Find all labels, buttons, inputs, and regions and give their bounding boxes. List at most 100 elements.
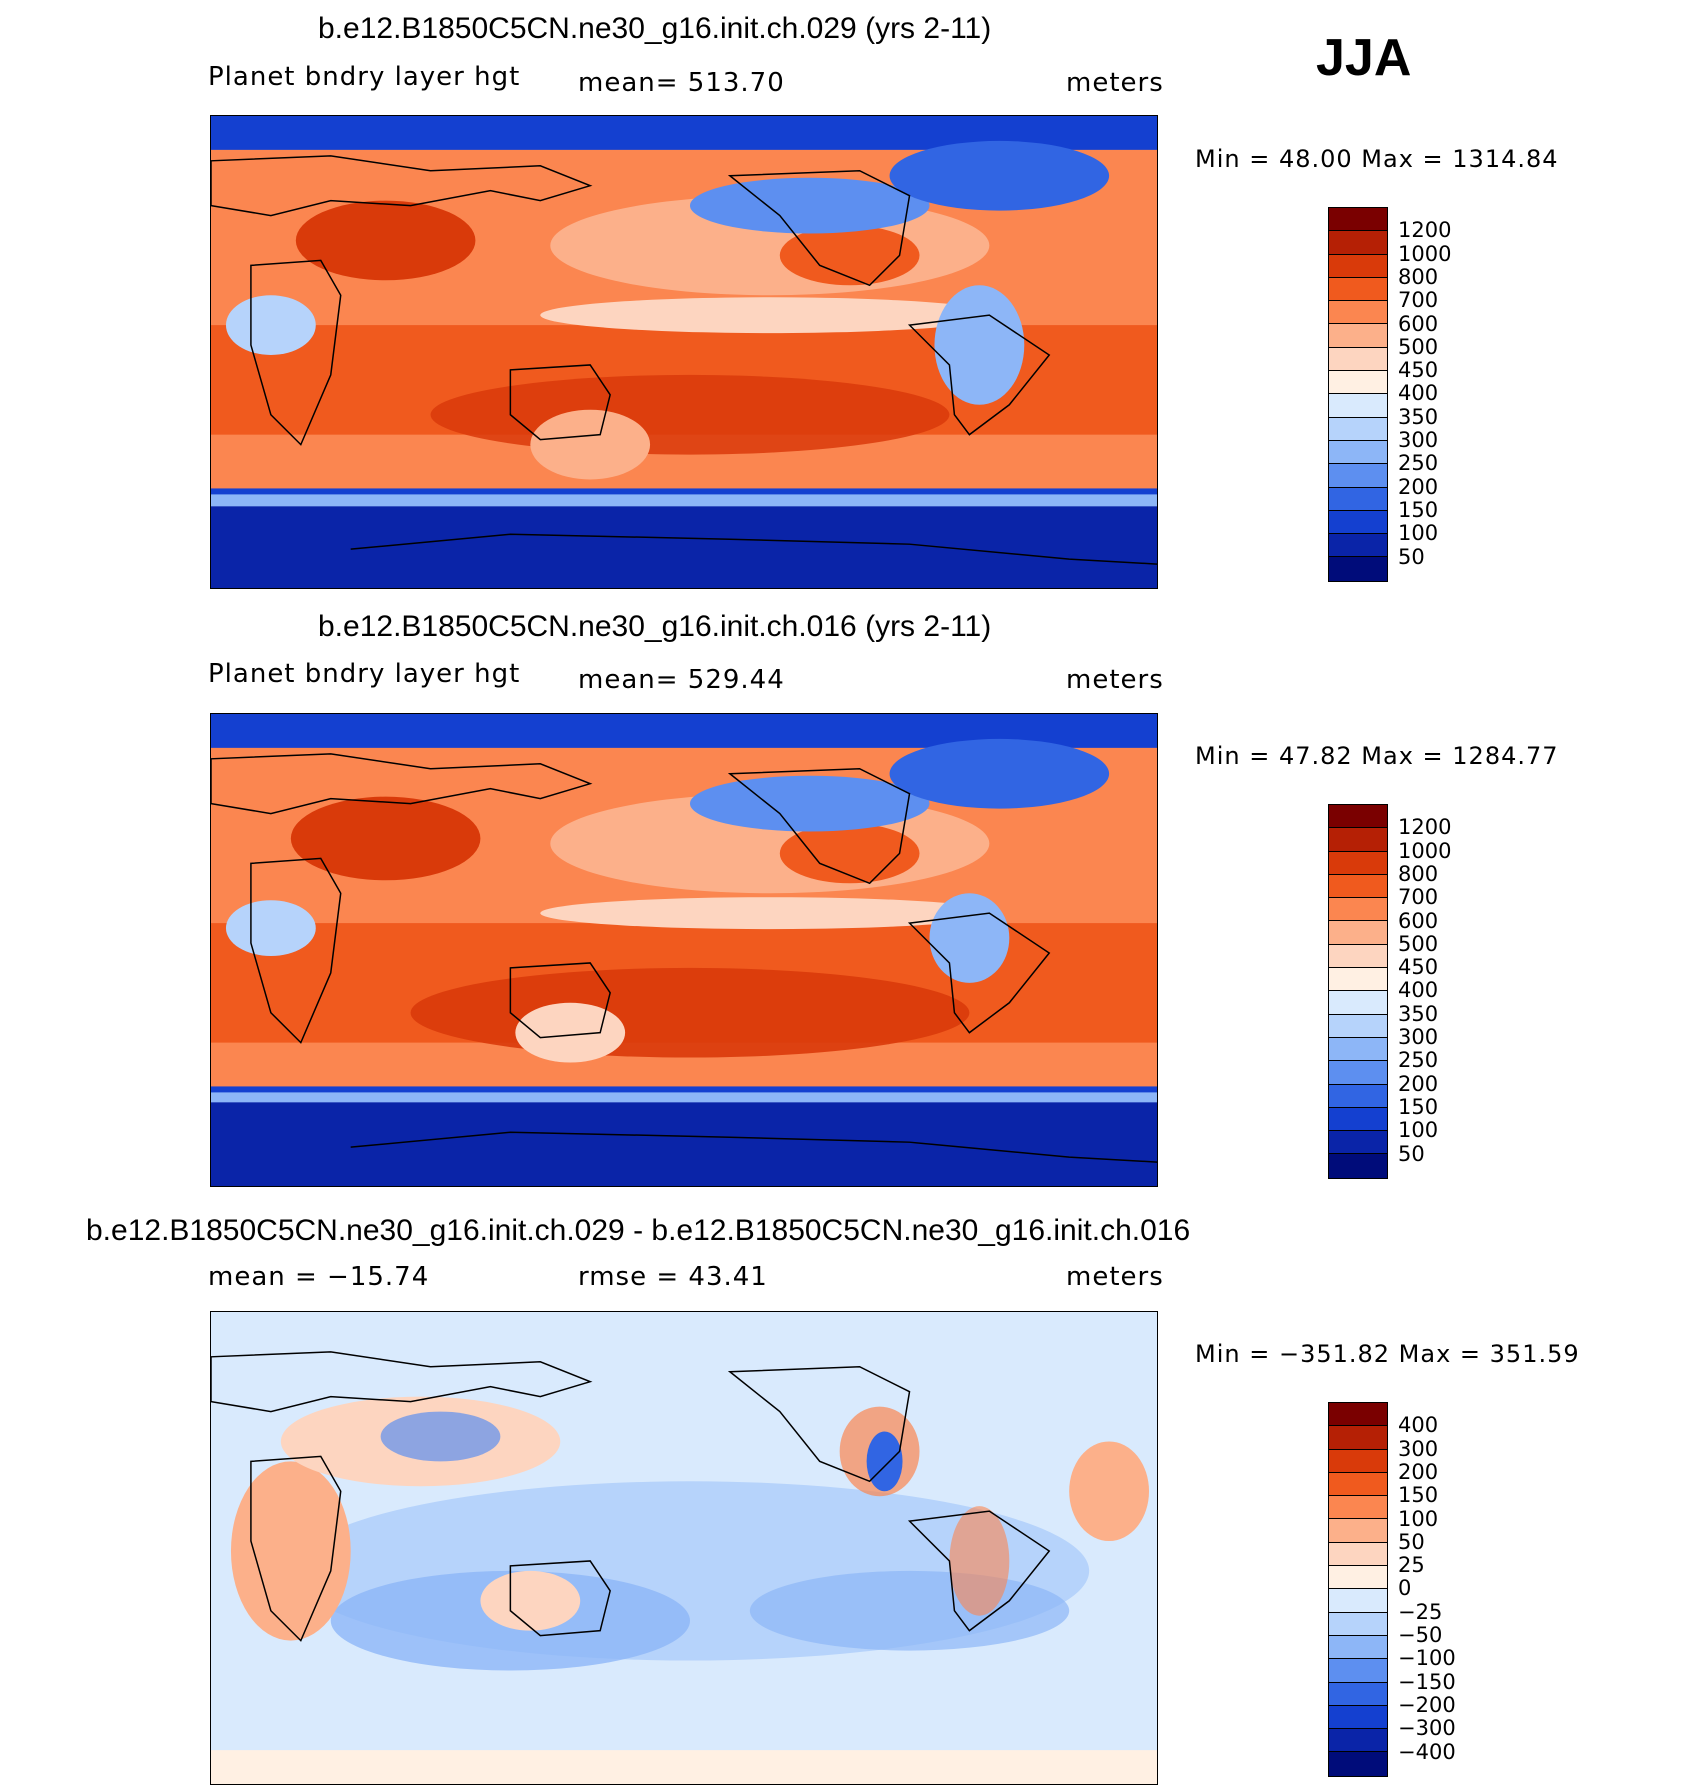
colorbar-swatch	[1329, 487, 1387, 511]
panel2-map-field	[211, 714, 1157, 1186]
colorbar-label: 800	[1398, 264, 1439, 289]
panel1-colorbar-box	[1328, 207, 1388, 582]
panel2-variable: Planet bndry layer hgt	[208, 659, 521, 689]
colorbar-label: 200	[1398, 1459, 1439, 1484]
colorbar-swatch	[1329, 828, 1387, 852]
colorbar-label: 350	[1398, 1001, 1439, 1026]
colorbar-swatch	[1329, 1519, 1387, 1543]
panel3-colorbar	[1328, 1402, 1388, 1777]
colorbar-label: 400	[1398, 1413, 1439, 1438]
colorbar-swatch	[1329, 1154, 1387, 1178]
colorbar-label: 500	[1398, 334, 1439, 359]
panel1-map	[210, 115, 1158, 589]
colorbar-swatch	[1329, 1014, 1387, 1038]
colorbar-swatch	[1329, 464, 1387, 488]
colorbar-label: 200	[1398, 1071, 1439, 1096]
colorbar-label: 150	[1398, 497, 1439, 522]
colorbar-label: 400	[1398, 978, 1439, 1003]
panel3-rmse: rmse = 43.41	[578, 1262, 768, 1292]
colorbar-swatch	[1329, 440, 1387, 465]
panel3-map-field	[211, 1312, 1157, 1784]
colorbar-swatch	[1329, 805, 1387, 829]
colorbar-label: 300	[1398, 428, 1439, 452]
colorbar-label: 250	[1398, 451, 1439, 476]
panel1-minmax: Min = 48.00 Max = 1314.84	[1195, 145, 1559, 173]
panel2-colorbar	[1328, 804, 1388, 1179]
panel1-mean: mean= 513.70	[578, 68, 785, 98]
colorbar-label: 600	[1398, 311, 1439, 336]
colorbar-swatch	[1329, 394, 1387, 418]
panel3-map	[210, 1311, 1158, 1785]
panel1-variable: Planet bndry layer hgt	[208, 62, 521, 92]
colorbar-swatch	[1329, 1449, 1387, 1473]
colorbar-label: 450	[1398, 358, 1439, 383]
colorbar-label: −200	[1398, 1692, 1456, 1717]
colorbar-swatch	[1329, 944, 1387, 969]
colorbar-label: 1000	[1398, 838, 1452, 863]
colorbar-label: −25	[1398, 1599, 1443, 1624]
colorbar-swatch	[1329, 898, 1387, 922]
panel2-minmax: Min = 47.82 Max = 1284.77	[1195, 742, 1559, 770]
colorbar-swatch	[1329, 991, 1387, 1015]
colorbar-label: −300	[1398, 1716, 1456, 1741]
colorbar-swatch	[1329, 324, 1387, 348]
panel2-mean: mean= 529.44	[578, 665, 785, 695]
colorbar-swatch	[1329, 874, 1387, 899]
colorbar-swatch	[1329, 1659, 1387, 1683]
colorbar-label: 100	[1398, 521, 1439, 546]
colorbar-label: 0	[1398, 1576, 1412, 1601]
colorbar-label: 600	[1398, 908, 1439, 933]
colorbar-label: 1000	[1398, 241, 1452, 266]
panel1-title: b.e12.B1850C5CN.ne30_g16.init.ch.029 (yr…	[318, 12, 992, 45]
colorbar-label: 150	[1398, 1483, 1439, 1508]
colorbar-label: 700	[1398, 288, 1439, 313]
colorbar-swatch	[1329, 301, 1387, 325]
colorbar-swatch	[1329, 1635, 1387, 1660]
colorbar-label: 1200	[1398, 218, 1452, 243]
colorbar-swatch	[1329, 1084, 1387, 1108]
colorbar-label: 300	[1398, 1436, 1439, 1461]
colorbar-swatch	[1329, 1589, 1387, 1613]
panel1-map-field	[211, 116, 1157, 588]
colorbar-swatch	[1329, 1472, 1387, 1497]
colorbar-label: 350	[1398, 404, 1439, 429]
season-label: JJA	[1316, 29, 1412, 87]
colorbar-swatch	[1329, 851, 1387, 875]
colorbar-swatch	[1329, 208, 1387, 232]
colorbar-label: −50	[1398, 1623, 1443, 1647]
panel3-minmax: Min = −351.82 Max = 351.59	[1195, 1340, 1580, 1368]
colorbar-swatch	[1329, 1131, 1387, 1155]
panel1-colorbar	[1328, 207, 1388, 582]
colorbar-label: −150	[1398, 1669, 1456, 1694]
colorbar-swatch	[1329, 1705, 1387, 1730]
colorbar-label: −100	[1398, 1646, 1456, 1671]
colorbar-label: 100	[1398, 1506, 1439, 1531]
panel2-map	[210, 713, 1158, 1187]
colorbar-label: 300	[1398, 1025, 1439, 1049]
colorbar-label: 500	[1398, 931, 1439, 956]
colorbar-swatch	[1329, 277, 1387, 302]
colorbar-swatch	[1329, 1403, 1387, 1427]
colorbar-swatch	[1329, 371, 1387, 395]
colorbar-swatch	[1329, 1566, 1387, 1590]
colorbar-label: 25	[1398, 1553, 1425, 1578]
colorbar-swatch	[1329, 1107, 1387, 1132]
colorbar-swatch	[1329, 1426, 1387, 1450]
colorbar-swatch	[1329, 231, 1387, 255]
colorbar-label: 400	[1398, 381, 1439, 406]
colorbar-swatch	[1329, 921, 1387, 945]
colorbar-label: 700	[1398, 885, 1439, 910]
colorbar-swatch	[1329, 968, 1387, 992]
colorbar-swatch	[1329, 534, 1387, 558]
panel3-mean: mean = −15.74	[208, 1262, 430, 1292]
colorbar-label: 100	[1398, 1118, 1439, 1143]
panel1-units: meters	[1066, 68, 1164, 98]
colorbar-swatch	[1329, 254, 1387, 278]
colorbar-swatch	[1329, 1682, 1387, 1706]
colorbar-label: 200	[1398, 474, 1439, 499]
colorbar-swatch	[1329, 557, 1387, 581]
colorbar-swatch	[1329, 417, 1387, 441]
colorbar-swatch	[1329, 1612, 1387, 1636]
colorbar-label: −400	[1398, 1739, 1456, 1764]
colorbar-swatch	[1329, 1496, 1387, 1520]
